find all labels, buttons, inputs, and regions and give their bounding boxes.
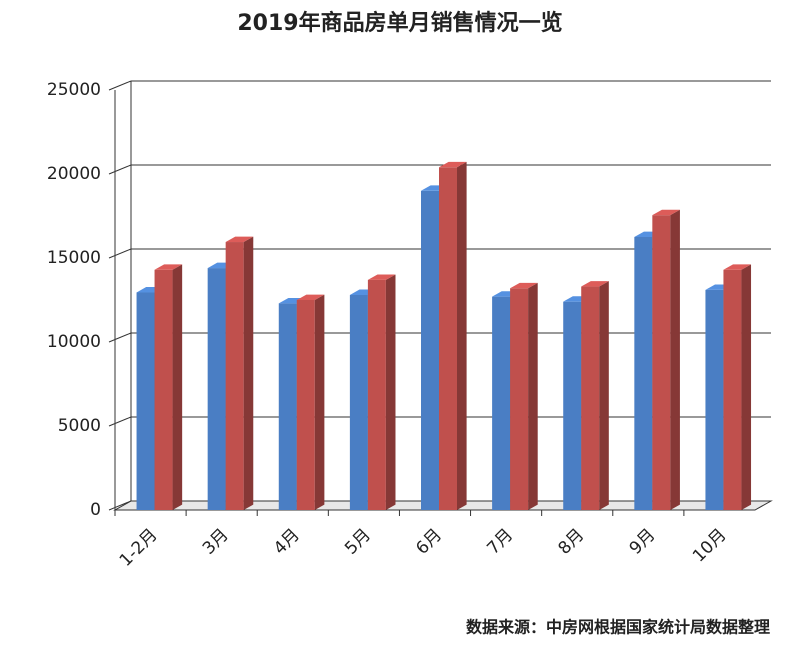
- bar: [296, 294, 325, 510]
- x-tick-label: 7月: [483, 525, 517, 559]
- x-tick-label: 3月: [199, 525, 233, 559]
- tick-mark: [108, 248, 132, 259]
- y-tick-label: 0: [90, 500, 101, 520]
- tick-mark: [108, 332, 132, 343]
- chart-title: 2019年商品房单月销售情况一览: [237, 10, 562, 36]
- y-tick-label: 20000: [47, 164, 101, 184]
- source-note: 数据来源：中房网根据国家统计局数据整理: [466, 618, 770, 637]
- tick-mark: [108, 164, 132, 175]
- bar: [652, 209, 680, 510]
- x-tick-label: 6月: [412, 525, 446, 559]
- tick-mark: [108, 500, 132, 511]
- x-tick-label: 9月: [626, 525, 660, 559]
- x-tick-label: 4月: [270, 525, 304, 559]
- x-tick-label: 10月: [689, 525, 730, 566]
- bar: [510, 282, 538, 510]
- x-tick-label: 1-2月: [116, 525, 162, 571]
- tick-mark: [108, 416, 132, 427]
- bar: [439, 161, 467, 510]
- y-tick-label: 25000: [47, 80, 101, 100]
- bar: [581, 281, 609, 510]
- y-tick-label: 15000: [47, 248, 101, 268]
- bar: [154, 264, 183, 510]
- bar: [367, 274, 396, 510]
- y-tick-label: 10000: [47, 332, 101, 352]
- bar: [723, 264, 752, 510]
- tick-mark: [108, 80, 132, 91]
- x-tick-label: 8月: [554, 525, 588, 559]
- x-tick-label: 5月: [341, 525, 375, 559]
- bar: [225, 236, 254, 511]
- y-tick-label: 5000: [58, 416, 101, 436]
